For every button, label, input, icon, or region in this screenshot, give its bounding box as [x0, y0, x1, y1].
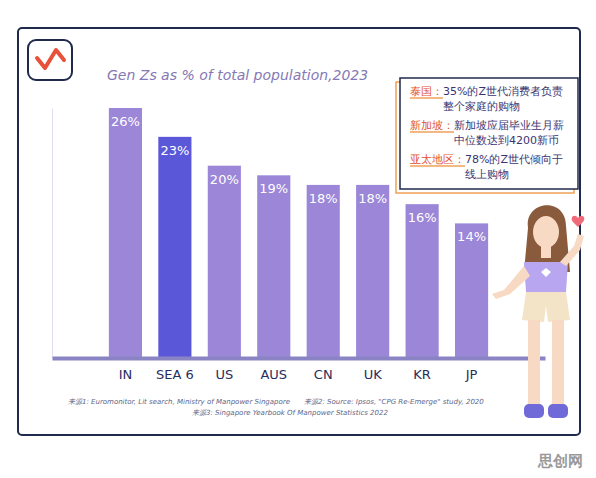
x-tick: SEA 6 [156, 367, 194, 382]
top-heart [541, 268, 551, 277]
arm-left [492, 266, 530, 299]
leg-left [528, 320, 540, 406]
annotation-underline [410, 97, 443, 99]
x-tick: US [215, 367, 233, 382]
x-tick-label: JP [465, 367, 478, 382]
shorts [522, 292, 570, 322]
x-tick: CN [314, 367, 333, 382]
frame [18, 28, 580, 435]
bar [208, 166, 241, 358]
annotation-frame [400, 78, 578, 189]
neck [541, 246, 551, 258]
annotation-label: 亚太地区： [410, 153, 465, 166]
x-tick: KR [413, 367, 431, 382]
arm-right [560, 234, 584, 266]
data-label: 14% [457, 229, 486, 244]
data-label: 16% [408, 210, 437, 225]
data-label: 20% [210, 172, 239, 187]
annotation-text: 78%的Z世代倾向于线上购物 [465, 153, 563, 181]
annotation-text: 35%的Z世代消费者负责整个家庭的购物 [443, 85, 563, 113]
illustration [492, 205, 584, 418]
x-tick: IN [119, 367, 133, 382]
bar [158, 137, 191, 358]
heart [572, 216, 585, 227]
bar [257, 175, 290, 358]
annotation-box: 泰国：35%的Z世代消费者负责整个家庭的购物新加坡：新加坡应届毕业生月薪中位数达… [396, 78, 578, 193]
annotation-underline [410, 131, 454, 133]
data-label: 23% [160, 143, 189, 158]
x-tick-label: IN [119, 367, 133, 382]
bar [455, 223, 488, 358]
watermark: 思创网 [537, 452, 583, 470]
logo-mark [37, 50, 64, 68]
data-label: 19% [259, 181, 288, 196]
annotation-label: 泰国： [410, 85, 443, 98]
data-label: 26% [111, 114, 140, 129]
annotation-text: 新加坡应届毕业生月薪中位数达到4200新币 [454, 119, 564, 147]
face [533, 216, 559, 248]
annotation-underline [410, 165, 465, 167]
x-tick-label: UK [364, 367, 383, 382]
y-axis [52, 109, 53, 359]
data-label: 18% [358, 191, 387, 206]
logo [28, 40, 72, 80]
x-tick-label: AUS [260, 367, 287, 382]
shoe-left [524, 404, 544, 418]
x-tick-label: CN [314, 367, 333, 382]
x-axis: IN SEA 6 US AUS CN UK KR JP [53, 359, 546, 383]
source-note: 来源2: Source: Ipsos, "CPG Re-Emerge" stud… [304, 398, 484, 406]
source-note: 来源3: Singapore Yearbook Of Manpower Stat… [192, 409, 388, 417]
leg-right [552, 320, 564, 406]
bar [109, 108, 142, 358]
chart-title: Gen Zs as % of total population,2023 [107, 67, 368, 83]
chart-canvas: Gen Zs as % of total population,2023 IN SE… [0, 0, 596, 478]
x-tick: AUS [260, 367, 287, 382]
shoe-right [548, 404, 568, 418]
x-tick-label: KR [413, 367, 431, 382]
annotation-label: 新加坡： [410, 119, 454, 132]
x-tick: UK [364, 367, 383, 382]
data-label: 18% [309, 191, 338, 206]
bar [307, 185, 340, 358]
x-tick-label: US [215, 367, 233, 382]
source-note: 来源1: Euromonitor, Lit search, Ministry o… [68, 398, 290, 406]
bar [356, 185, 389, 358]
x-tick: JP [465, 367, 478, 382]
bar [406, 204, 439, 358]
x-axis-line [53, 357, 546, 361]
x-tick-label: SEA 6 [156, 367, 194, 382]
top [524, 262, 568, 292]
logo-box [28, 40, 72, 80]
y-axis-line [52, 109, 53, 359]
